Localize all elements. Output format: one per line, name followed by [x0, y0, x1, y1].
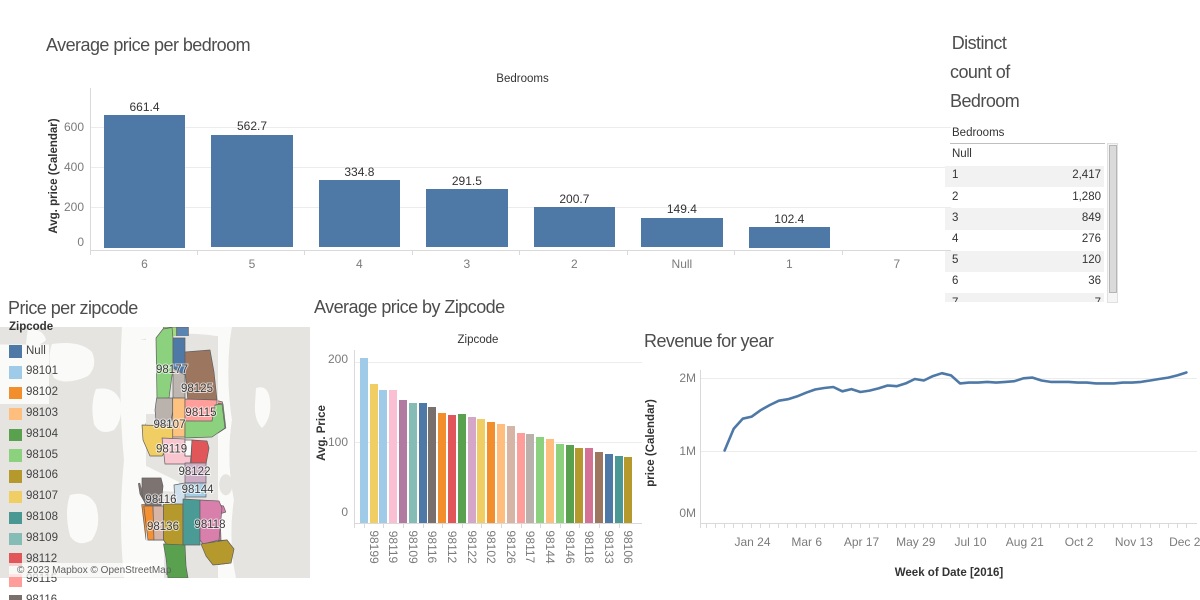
svg-text:98177: 98177 [156, 364, 188, 376]
svg-text:98125: 98125 [181, 383, 213, 395]
svg-text:98119: 98119 [156, 444, 187, 456]
svg-text:98144: 98144 [182, 484, 215, 496]
svg-text:98115: 98115 [185, 407, 216, 419]
svg-text:98136: 98136 [147, 521, 179, 533]
svg-text:98118: 98118 [194, 519, 225, 531]
svg-text:98116: 98116 [145, 494, 176, 506]
svg-text:98107: 98107 [154, 419, 186, 431]
svg-text:98122: 98122 [179, 466, 211, 478]
